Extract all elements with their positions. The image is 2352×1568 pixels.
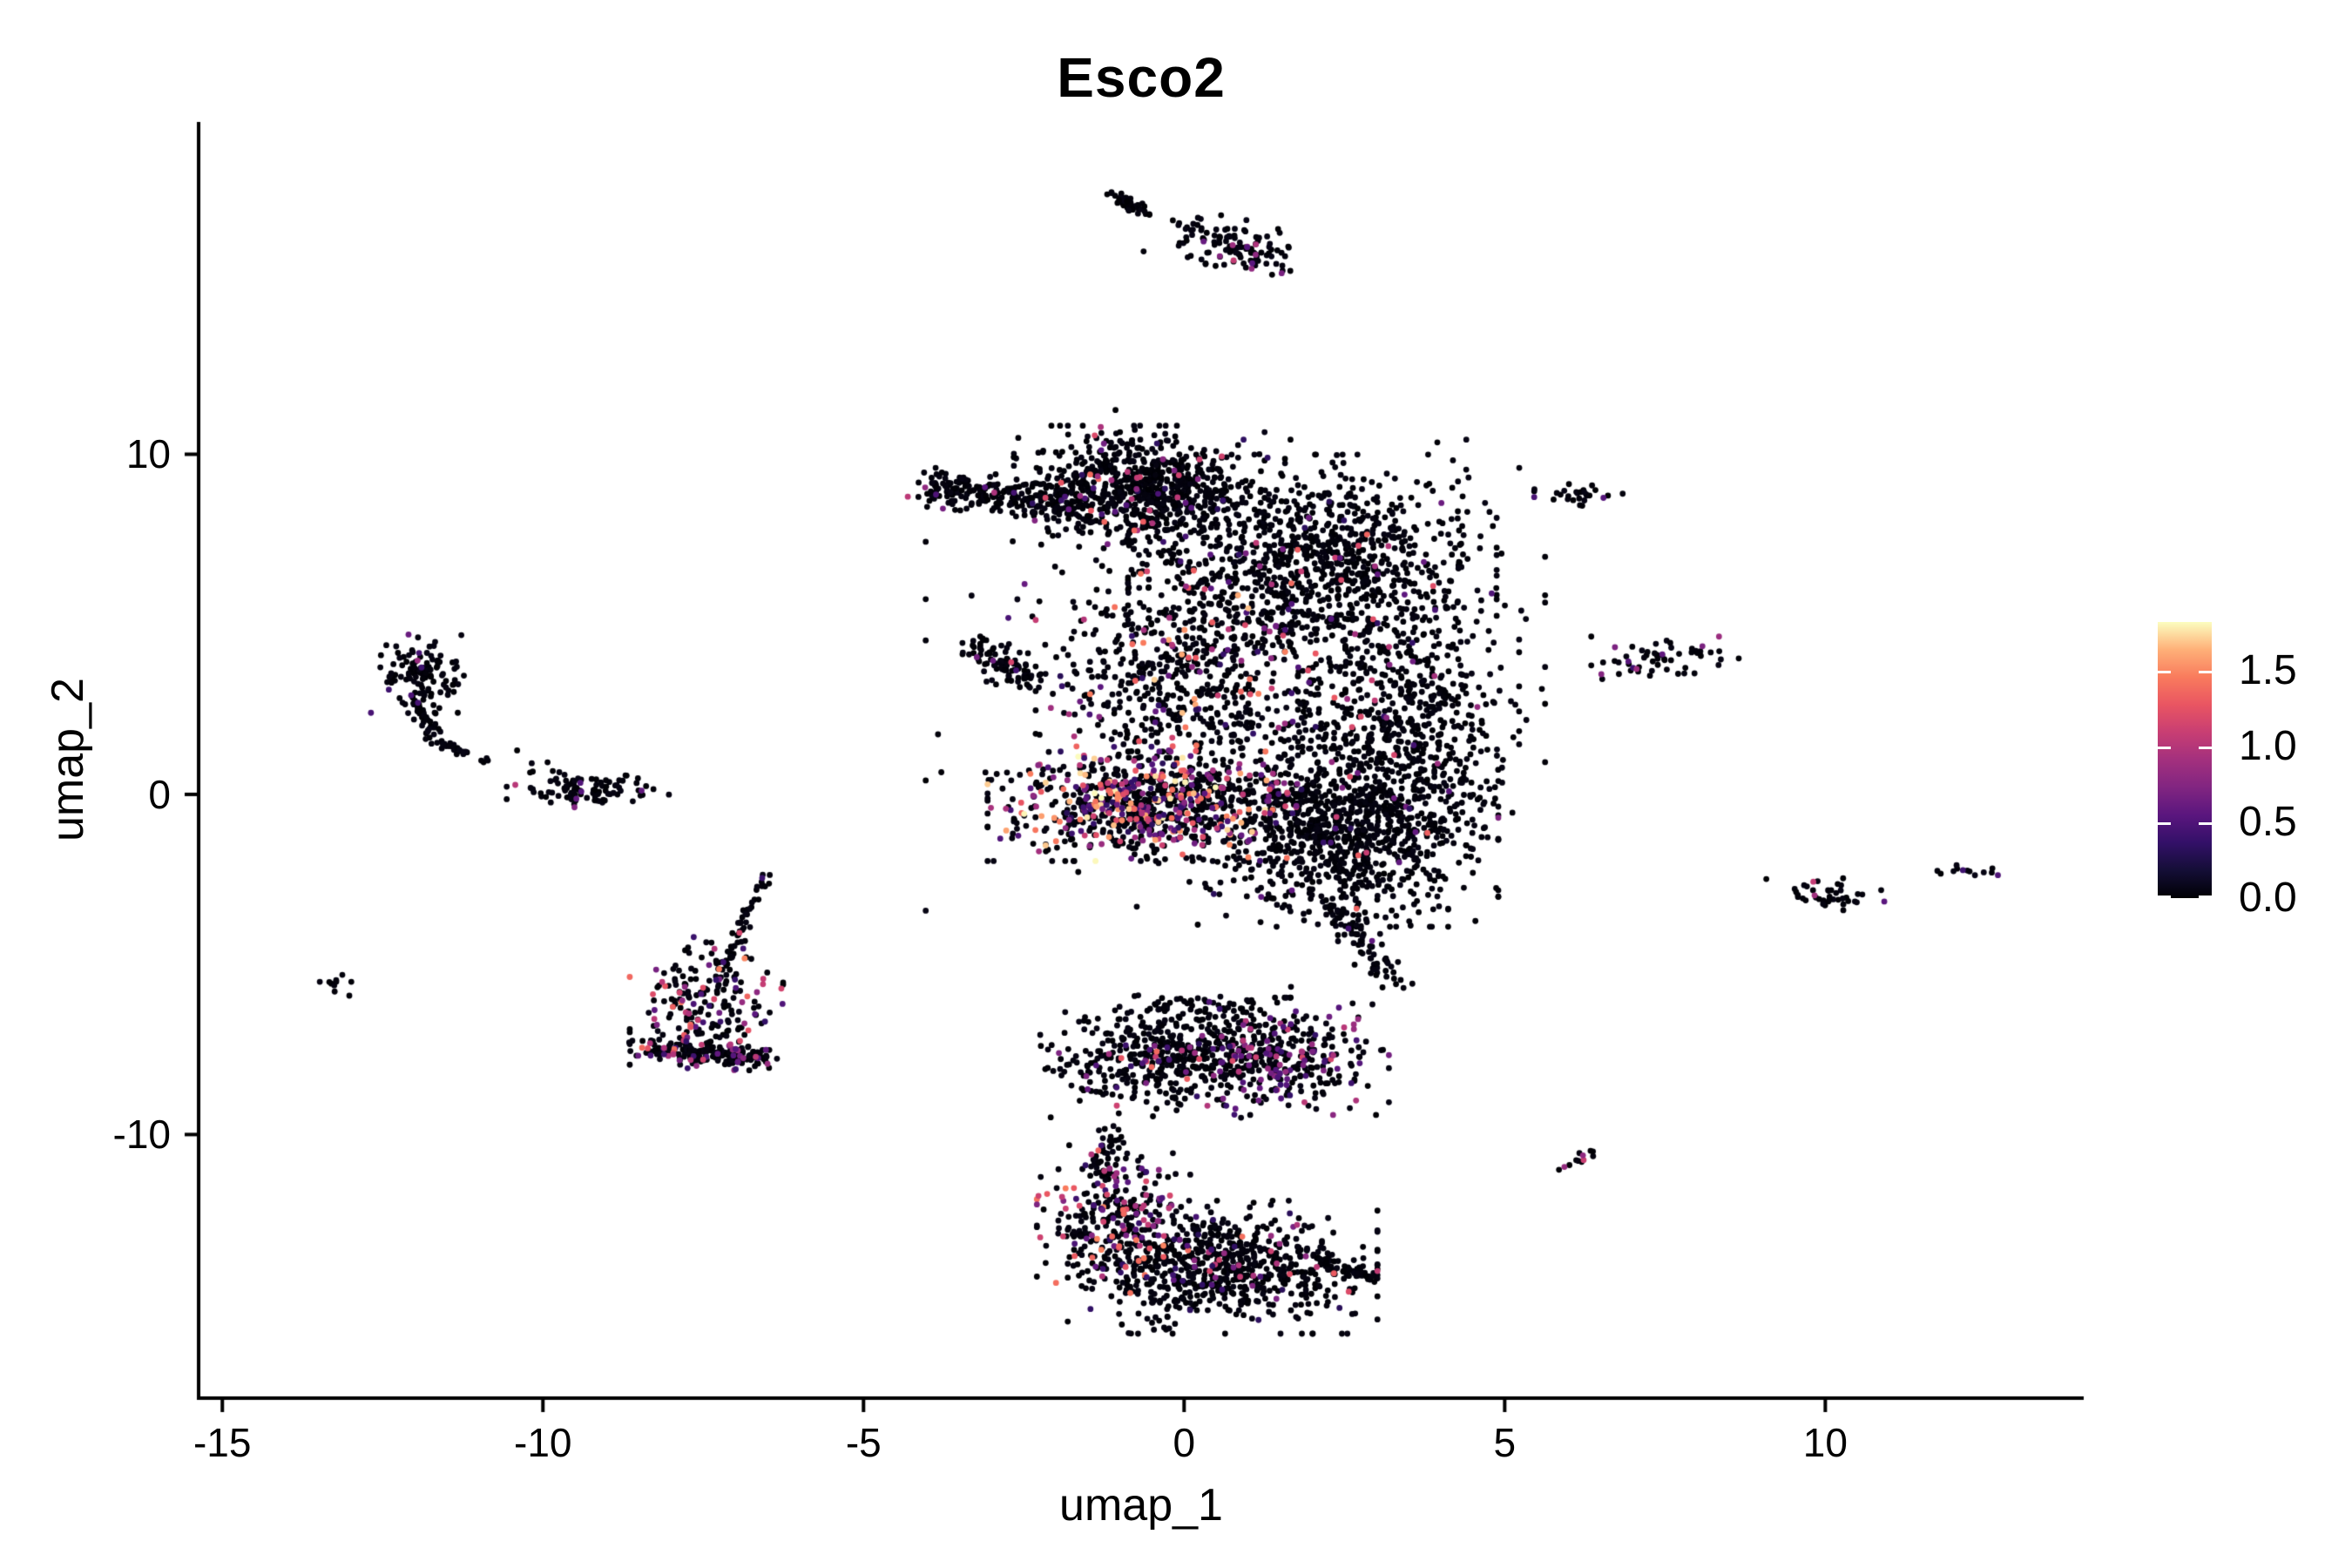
colorbar-tick-label: 0.0 <box>2239 875 2297 921</box>
plot-title: Esco2 <box>1057 46 1226 109</box>
colorbar-tick-label: 0.5 <box>2239 798 2297 845</box>
x-tick-label: 5 <box>1493 1420 1517 1465</box>
x-tick-label: -10 <box>514 1420 572 1465</box>
colorbar-tick-mark <box>2199 746 2212 749</box>
x-tick-label: -5 <box>845 1420 882 1465</box>
colorbar-tick-mark <box>2158 670 2171 673</box>
y-tick-label: 0 <box>148 771 171 817</box>
y-tick-label: 10 <box>125 431 171 477</box>
colorbar-tick-mark <box>2158 896 2171 898</box>
x-tick-label: 10 <box>1802 1420 1848 1465</box>
colorbar-tick-mark <box>2158 746 2171 749</box>
colorbar-tick-label: 1.5 <box>2239 646 2297 693</box>
x-tick-label: 0 <box>1173 1420 1196 1465</box>
colorbar-tick-mark <box>2199 670 2212 673</box>
colorbar-tick-label: 1.0 <box>2239 722 2297 769</box>
y-tick-label: -10 <box>112 1112 171 1158</box>
colorbar-tick-mark <box>2158 821 2171 825</box>
colorbar-tick-mark <box>2199 896 2212 898</box>
x-tick-label: -15 <box>193 1420 252 1465</box>
expression-colorbar <box>2158 622 2212 898</box>
y-axis-title: umap_2 <box>43 678 93 841</box>
colorbar-tick-mark <box>2199 821 2212 825</box>
x-axis-title: umap_1 <box>1059 1480 1223 1531</box>
